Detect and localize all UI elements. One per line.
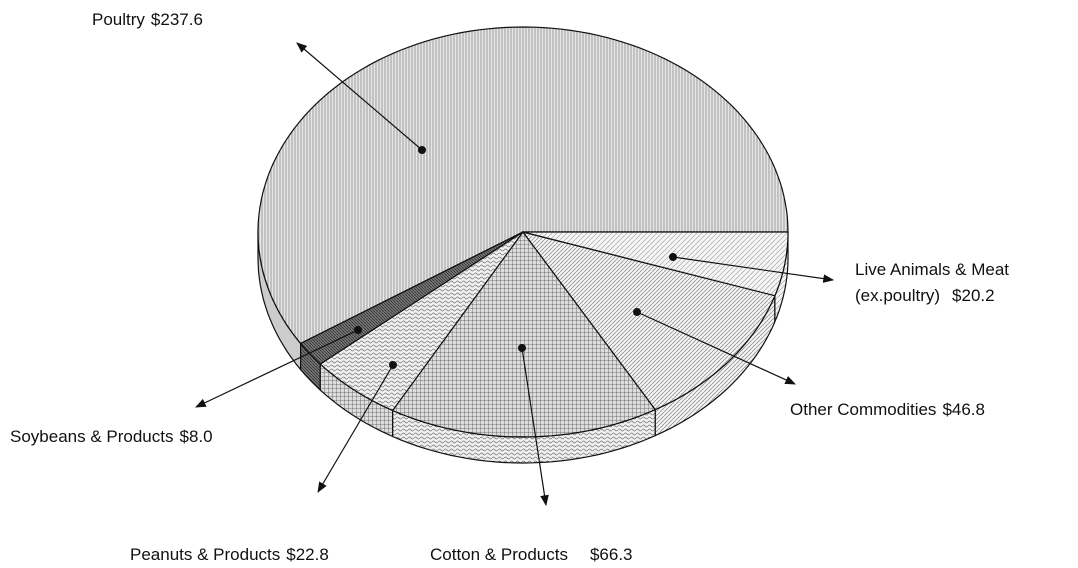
- callout-dot: [518, 344, 526, 352]
- callout-dot: [389, 361, 397, 369]
- callout-dot: [354, 326, 362, 334]
- slice: [521, 231, 776, 411]
- slice-label: Peanuts & Products $22.8: [130, 542, 329, 568]
- value-label: $20.2: [952, 286, 995, 305]
- callout-line: [317, 364, 394, 493]
- category-label: Live Animals & Meat (ex.poultry): [855, 260, 1010, 305]
- callout-line: [195, 329, 359, 408]
- callout-line: [672, 256, 835, 283]
- slice: [319, 231, 524, 412]
- slice-label: Cotton & Products $66.3: [430, 542, 633, 568]
- callout-dot: [418, 146, 426, 154]
- callout-dot: [633, 308, 641, 316]
- callout-line: [636, 311, 796, 385]
- category-label: Peanuts & Products: [130, 545, 281, 564]
- value-label: $22.8: [286, 545, 329, 564]
- category-label: Poultry: [92, 10, 145, 29]
- value-label: $66.3: [589, 545, 633, 564]
- category-label: Soybeans & Products: [10, 427, 174, 446]
- callout-line: [296, 42, 423, 151]
- slice: [522, 231, 789, 297]
- slice-label: Poultry $237.6: [92, 7, 203, 33]
- slice-label: Other Commodities $46.8: [790, 397, 985, 423]
- slice: [257, 26, 789, 345]
- slice-label: Soybeans & Products $8.0: [10, 424, 213, 450]
- category-label: Cotton & Products: [430, 545, 568, 564]
- callout-line: [521, 347, 549, 507]
- category-label: Other Commodities: [790, 400, 937, 419]
- callout-dot: [669, 253, 677, 261]
- slice-label: Live Animals & Meat (ex.poultry) $20.2: [855, 257, 1075, 309]
- slice: [391, 230, 657, 438]
- value-label: $237.6: [150, 10, 203, 29]
- value-label: $8.0: [179, 427, 213, 446]
- value-label: $46.8: [942, 400, 985, 419]
